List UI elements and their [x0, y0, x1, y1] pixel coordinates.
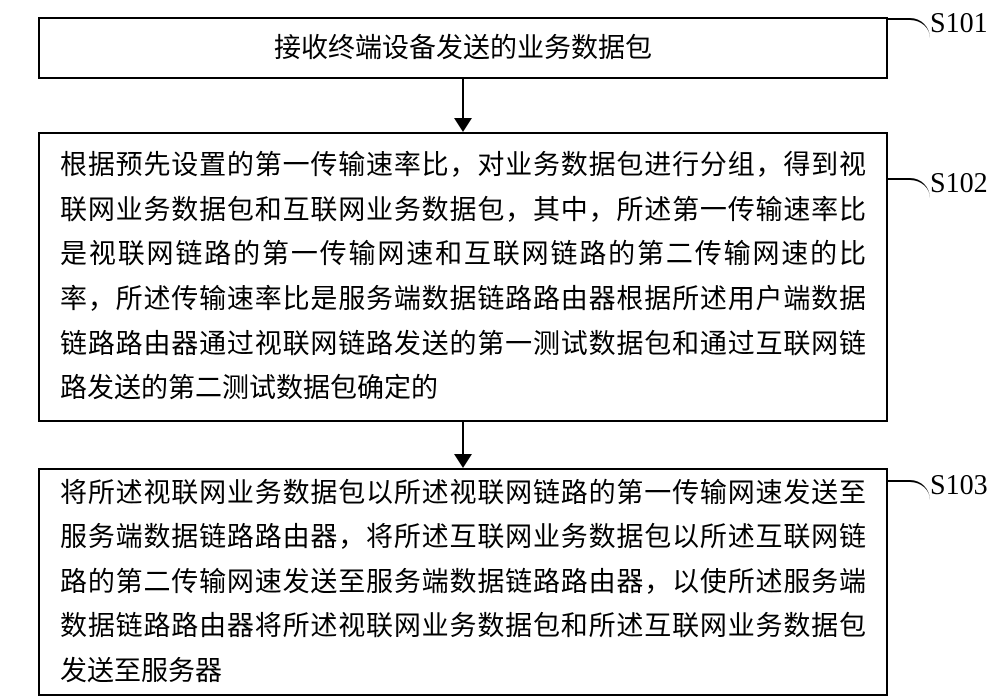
flow-step-text: 接收终端设备发送的业务数据包 [274, 26, 652, 71]
flow-step-text: 将所述视联网业务数据包以所述视联网链路的第一传输网速发送至服务端数据链路路由器，… [60, 471, 866, 694]
leader-line [888, 18, 930, 38]
leader-line [888, 480, 930, 500]
flow-step-s101: 接收终端设备发送的业务数据包 [38, 17, 888, 79]
step-label-s102: S102 [930, 168, 988, 200]
arrow-head-icon [454, 454, 472, 468]
leader-line [888, 178, 930, 198]
arrow-shaft [462, 79, 464, 118]
step-label-s101: S101 [930, 8, 988, 40]
flow-step-text: 根据预先设置的第一传输速率比，对业务数据包进行分组，得到视联网业务数据包和互联网… [60, 143, 866, 410]
flow-step-s103: 将所述视联网业务数据包以所述视联网链路的第一传输网速发送至服务端数据链路路由器，… [38, 468, 888, 696]
arrow-shaft [462, 422, 464, 454]
flow-step-s102: 根据预先设置的第一传输速率比，对业务数据包进行分组，得到视联网业务数据包和互联网… [38, 132, 888, 422]
step-label-s103: S103 [930, 470, 988, 502]
arrow-head-icon [454, 118, 472, 132]
